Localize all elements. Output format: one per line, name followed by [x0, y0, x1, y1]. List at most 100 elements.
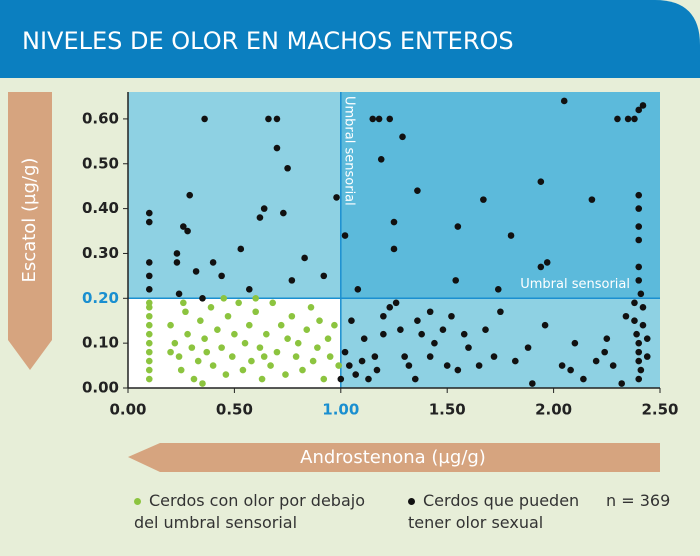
region [340, 92, 660, 299]
threshold-label: Umbral sensorial [520, 277, 630, 292]
point [201, 115, 208, 123]
point [633, 330, 640, 338]
point [273, 144, 281, 152]
point [631, 299, 638, 307]
point [541, 321, 549, 329]
point [235, 299, 242, 307]
point [558, 362, 566, 369]
point [209, 259, 217, 266]
point [186, 191, 194, 199]
y-tick-label: 0.40 [82, 199, 119, 217]
point [631, 317, 638, 325]
point [218, 272, 225, 280]
point [622, 312, 630, 320]
point [180, 299, 187, 307]
point [173, 259, 181, 266]
legend-item: Cerdos con olor por debajo del umbral se… [134, 490, 384, 534]
point [145, 366, 153, 374]
sample-size: n = 369 [606, 491, 671, 510]
point [184, 330, 191, 338]
point [333, 194, 340, 201]
point [197, 317, 204, 325]
point [188, 344, 196, 351]
point [560, 97, 568, 105]
point [635, 191, 643, 199]
point [256, 344, 264, 351]
point [220, 295, 228, 302]
point [465, 344, 472, 351]
point [145, 330, 153, 338]
point [494, 286, 502, 293]
point [609, 362, 617, 369]
point [301, 254, 308, 262]
point [365, 375, 372, 383]
point [390, 218, 398, 226]
point [635, 205, 643, 212]
point [299, 366, 306, 374]
point [173, 250, 181, 257]
point [639, 303, 647, 311]
point [411, 375, 419, 383]
point [571, 339, 579, 347]
point [184, 227, 191, 235]
point [282, 371, 289, 378]
point [199, 295, 206, 302]
point [635, 348, 643, 356]
point [414, 317, 421, 325]
point [145, 259, 153, 266]
point [145, 357, 153, 365]
point [239, 366, 247, 374]
point [460, 330, 468, 338]
x-axis-label: Androstenona (µg/g) [300, 447, 486, 468]
point [324, 335, 332, 342]
point [643, 353, 651, 360]
point [373, 366, 381, 374]
point [386, 115, 394, 123]
point [175, 353, 183, 360]
y-tick-label: 0.20 [82, 289, 119, 307]
point [635, 263, 643, 271]
point [567, 366, 574, 374]
point [258, 375, 266, 383]
point [452, 277, 460, 284]
point [288, 277, 296, 284]
point [397, 326, 404, 333]
point [316, 317, 323, 325]
point [635, 339, 643, 347]
point [267, 362, 274, 369]
point [182, 308, 189, 316]
point [260, 205, 268, 212]
point [218, 344, 225, 351]
point [288, 312, 296, 320]
point [448, 312, 455, 320]
point [237, 245, 245, 253]
point [145, 272, 153, 280]
point [145, 375, 153, 383]
point [537, 263, 545, 271]
point [354, 286, 362, 293]
y-tick-label: 0.30 [82, 244, 119, 262]
x-tick-label: 0.00 [109, 401, 146, 419]
point [320, 375, 328, 383]
point [475, 362, 483, 369]
point [507, 232, 515, 239]
point [252, 295, 259, 302]
point [326, 353, 334, 360]
point [360, 335, 368, 342]
point [277, 321, 285, 329]
point [241, 339, 249, 347]
point [248, 357, 255, 365]
point [145, 339, 153, 347]
point [601, 348, 608, 356]
point [635, 236, 643, 244]
point [269, 299, 277, 307]
point [405, 362, 413, 369]
point [273, 115, 281, 123]
y-tick-label: 0.00 [82, 379, 119, 397]
point [337, 375, 345, 383]
point [252, 308, 259, 316]
point [263, 330, 270, 338]
point [294, 339, 302, 347]
point [231, 330, 238, 338]
point [454, 366, 462, 374]
